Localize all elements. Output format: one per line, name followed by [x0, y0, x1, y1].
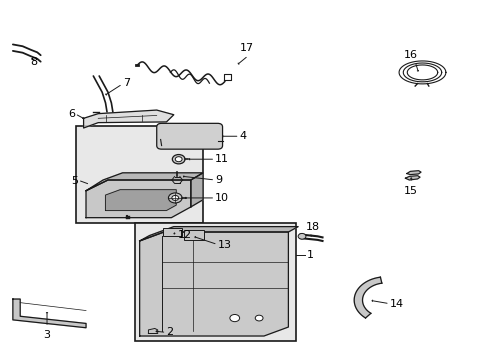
Text: 8: 8 [30, 57, 37, 67]
Circle shape [175, 157, 182, 162]
Circle shape [168, 193, 182, 203]
Text: 17: 17 [240, 44, 253, 53]
Polygon shape [353, 277, 381, 318]
Text: 11: 11 [215, 154, 229, 164]
Polygon shape [13, 299, 86, 328]
Bar [163, 228, 181, 236]
Text: 5: 5 [71, 176, 78, 186]
FancyBboxPatch shape [157, 123, 222, 149]
Text: 2: 2 [166, 327, 173, 337]
Text: 15: 15 [404, 186, 417, 196]
Polygon shape [405, 176, 419, 180]
Polygon shape [140, 226, 298, 241]
Text: 9: 9 [215, 175, 222, 185]
Text: 14: 14 [389, 299, 403, 309]
Text: 18: 18 [305, 222, 319, 232]
Circle shape [172, 154, 184, 164]
Polygon shape [105, 190, 176, 211]
Text: 13: 13 [217, 239, 231, 249]
Circle shape [298, 233, 305, 239]
Polygon shape [83, 110, 173, 128]
Text: 6: 6 [68, 109, 75, 119]
Text: 4: 4 [239, 131, 246, 141]
Text: 16: 16 [404, 50, 417, 59]
Polygon shape [148, 328, 158, 333]
Bar [135, 223, 295, 341]
Text: 3: 3 [43, 330, 50, 340]
Polygon shape [406, 171, 420, 175]
Text: 7: 7 [123, 78, 130, 88]
Text: 10: 10 [215, 193, 229, 203]
Circle shape [255, 315, 263, 321]
Bar [183, 230, 203, 240]
Polygon shape [140, 232, 288, 336]
Polygon shape [190, 173, 203, 207]
Circle shape [171, 195, 178, 201]
Text: 12: 12 [177, 230, 191, 239]
Text: 1: 1 [306, 250, 313, 260]
Bar [76, 126, 203, 223]
Circle shape [229, 315, 239, 321]
Polygon shape [86, 180, 190, 218]
Polygon shape [86, 173, 203, 191]
